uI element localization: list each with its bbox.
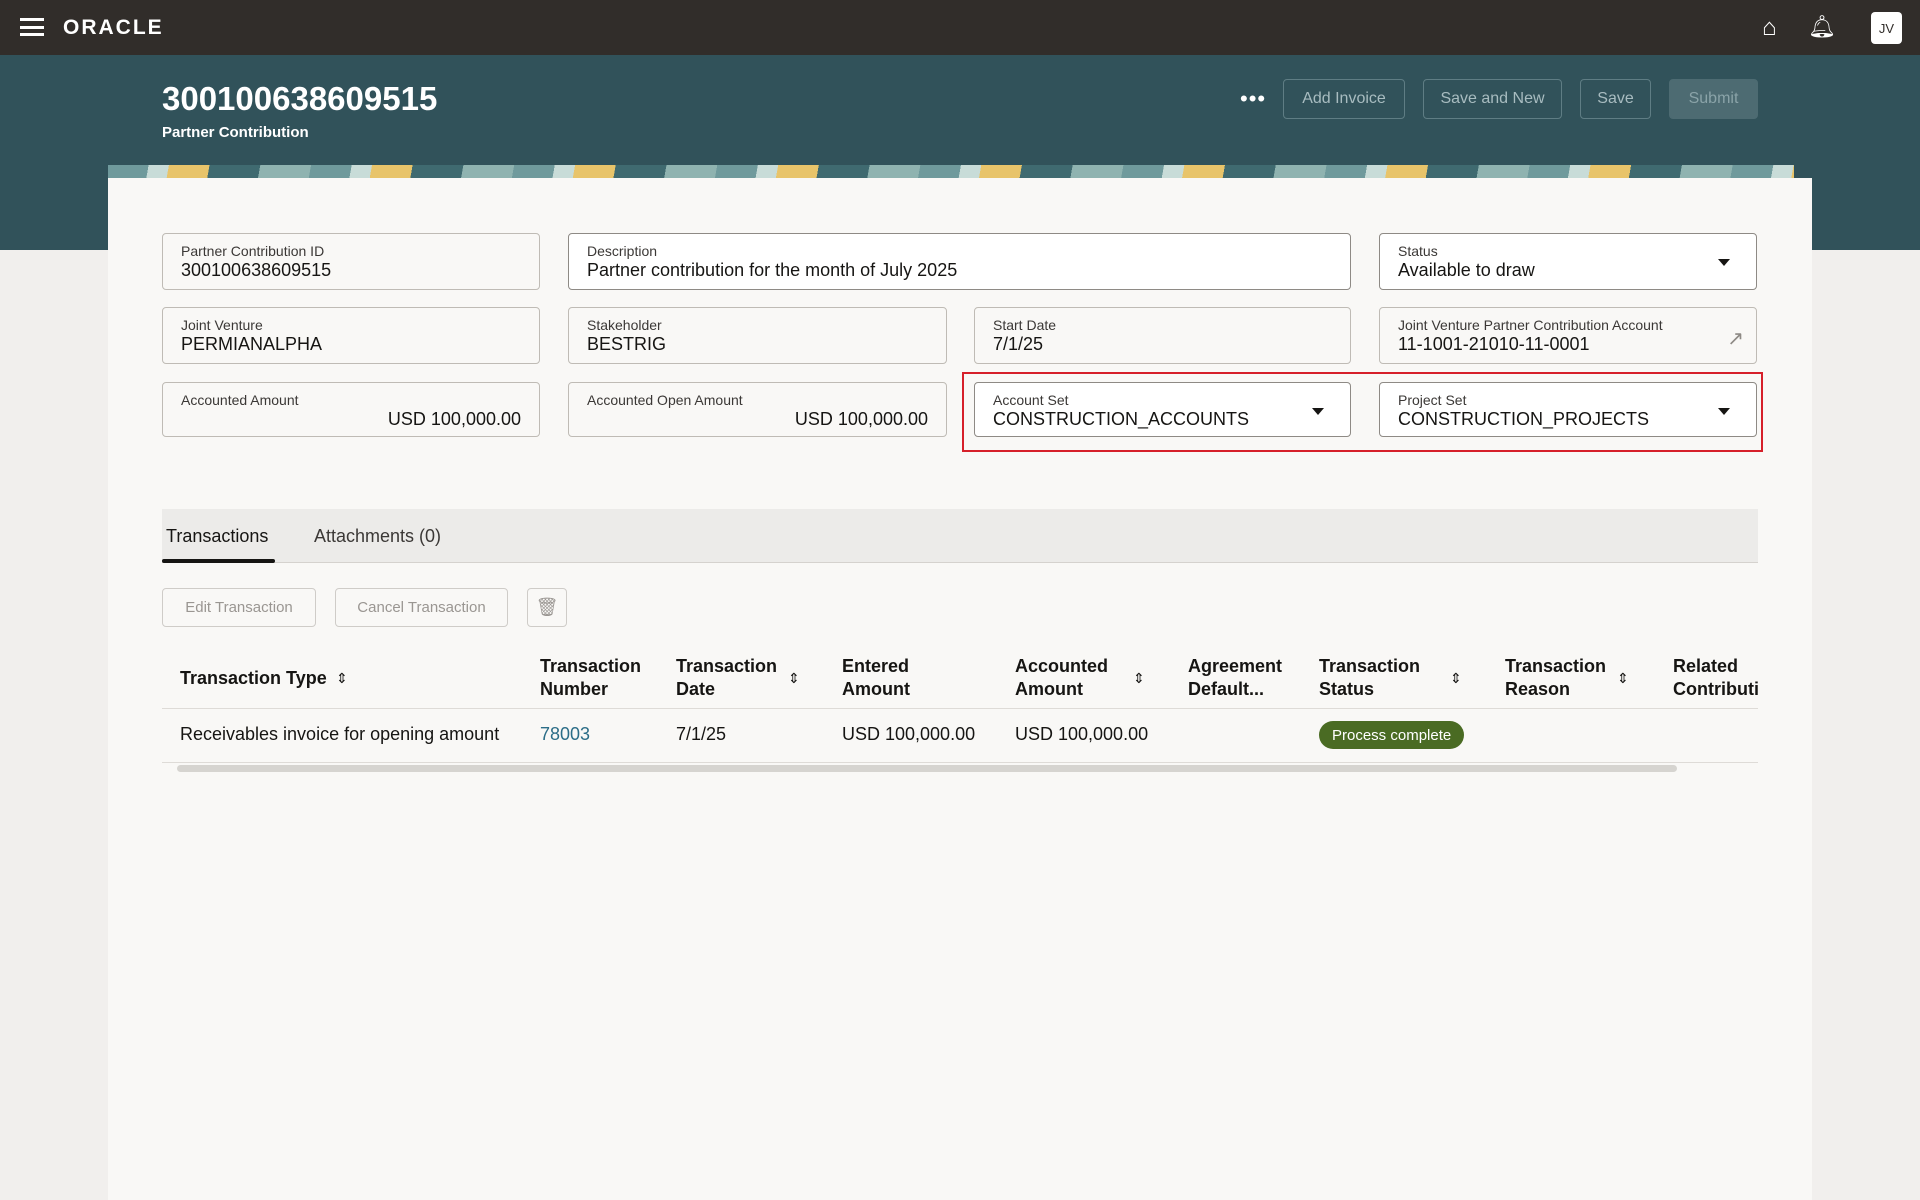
chevron-down-icon[interactable] — [1718, 408, 1730, 415]
field-value: PERMIANALPHA — [181, 334, 323, 354]
avatar[interactable]: JV — [1871, 12, 1902, 44]
accounted-open-amount-field: Accounted Open Amount USD 100,000.00 — [568, 382, 947, 437]
field-label: Accounted Open Amount — [587, 392, 743, 408]
partner-contribution-id-field: Partner Contribution ID 300100638609515 — [162, 233, 540, 290]
header-line: Reason — [1505, 679, 1571, 699]
page-subtitle: Partner Contribution — [162, 124, 309, 141]
add-invoice-button[interactable]: Add Invoice — [1283, 79, 1405, 119]
header-line: Number — [540, 679, 609, 699]
chevron-down-icon[interactable] — [1312, 408, 1324, 415]
tab-attachments[interactable]: Attachments (0) — [314, 526, 442, 546]
cell-entered-amount: USD 100,000.00 — [842, 724, 976, 744]
cell-transaction-date: 7/1/25 — [676, 724, 727, 744]
tab-bar: Transactions Attachments (0) — [162, 509, 1758, 563]
edit-transaction-button[interactable]: Edit Transaction — [162, 588, 316, 627]
active-tab-indicator — [162, 559, 275, 563]
cell-transaction-type: Receivables invoice for opening amount — [180, 724, 500, 744]
column-header-agreement-default[interactable]: Agreement Default... — [1188, 655, 1282, 701]
decorative-banner — [108, 165, 1794, 178]
submit-button[interactable]: Submit — [1669, 79, 1758, 119]
header-line: Transaction — [540, 656, 642, 676]
sort-icon[interactable]: ⇕ — [788, 670, 800, 686]
field-label: Project Set — [1398, 392, 1467, 408]
joint-venture-field: Joint Venture PERMIANALPHA — [162, 307, 540, 364]
field-label: Account Set — [993, 392, 1069, 408]
header-line: Accounted — [1015, 656, 1109, 676]
field-value: USD 100,000.00 — [387, 409, 521, 429]
header-line: Transaction — [1319, 656, 1421, 676]
delete-icon[interactable]: 🗑︎ — [527, 588, 567, 627]
column-header-transaction-number[interactable]: Transaction Number — [540, 655, 641, 701]
field-value[interactable]: CONSTRUCTION_ACCOUNTS — [993, 409, 1250, 429]
header-line: Entered — [842, 656, 910, 676]
top-bar: ORACLE ⌂ 🔔︎ JV — [0, 0, 1920, 55]
field-label: Partner Contribution ID — [181, 243, 325, 259]
field-value[interactable]: Partner contribution for the month of Ju… — [587, 260, 958, 280]
row-divider — [162, 762, 1758, 763]
column-header-transaction-status[interactable]: Transaction Status — [1319, 655, 1420, 701]
header-line: Amount — [842, 679, 910, 699]
status-badge: Process complete — [1319, 721, 1465, 749]
field-label: Accounted Amount — [181, 392, 299, 408]
header-divider — [162, 708, 1758, 709]
bell-icon[interactable]: 🔔︎ — [1808, 14, 1836, 39]
transaction-number-link[interactable]: 78003 — [540, 724, 591, 744]
page-title: 300100638609515 — [162, 80, 438, 117]
external-link-icon[interactable]: ↗ — [1727, 328, 1744, 350]
column-header-transaction-date[interactable]: Transaction Date — [676, 655, 777, 701]
field-value: USD 100,000.00 — [794, 409, 928, 429]
start-date-field: Start Date 7/1/25 — [974, 307, 1351, 364]
column-header-transaction-type[interactable]: Transaction Type — [180, 668, 327, 688]
field-label: Description — [587, 243, 658, 259]
sort-icon[interactable]: ⇕ — [1617, 670, 1629, 686]
sort-icon[interactable]: ⇕ — [1133, 670, 1145, 686]
more-actions-icon[interactable]: ••• — [1240, 86, 1267, 111]
stakeholder-field: Stakeholder BESTRIG — [568, 307, 947, 364]
header-line: Default... — [1188, 679, 1265, 699]
column-header-related-contribution[interactable]: Related Contributi — [1673, 655, 1758, 701]
header-line: Date — [676, 679, 716, 699]
oracle-logo[interactable]: ORACLE — [63, 16, 164, 39]
accounted-amount-field: Accounted Amount USD 100,000.00 — [162, 382, 540, 437]
header-line: Related — [1673, 656, 1739, 676]
save-button[interactable]: Save — [1580, 79, 1651, 119]
field-value: 300100638609515 — [181, 260, 332, 280]
sort-icon[interactable]: ⇕ — [1450, 670, 1462, 686]
cancel-transaction-button[interactable]: Cancel Transaction — [335, 588, 508, 627]
field-label: Joint Venture — [181, 317, 263, 333]
horizontal-scrollbar[interactable] — [177, 765, 1677, 772]
header-line: Transaction — [1505, 656, 1607, 676]
field-label: Stakeholder — [587, 317, 662, 333]
field-label: Joint Venture Partner Contribution Accou… — [1398, 317, 1663, 333]
save-and-new-button[interactable]: Save and New — [1423, 79, 1562, 119]
account-set-select[interactable]: Account Set CONSTRUCTION_ACCOUNTS — [974, 382, 1351, 437]
home-icon[interactable]: ⌂ — [1762, 14, 1777, 41]
header-line: Agreement — [1188, 656, 1283, 676]
column-header-accounted-amount[interactable]: Accounted Amount — [1015, 655, 1108, 701]
status-select[interactable]: Status Available to draw — [1379, 233, 1757, 290]
chevron-down-icon[interactable] — [1718, 259, 1730, 266]
header-line: Amount — [1015, 679, 1083, 699]
cell-accounted-amount: USD 100,000.00 — [1015, 724, 1149, 744]
column-header-entered-amount[interactable]: Entered Amount — [842, 655, 910, 701]
field-value: 7/1/25 — [993, 334, 1044, 354]
jv-partner-contribution-account-field: Joint Venture Partner Contribution Accou… — [1379, 307, 1757, 364]
field-label: Start Date — [993, 317, 1057, 333]
header-line: Transaction — [676, 656, 778, 676]
project-set-select[interactable]: Project Set CONSTRUCTION_PROJECTS — [1379, 382, 1757, 437]
menu-icon[interactable] — [20, 18, 44, 36]
field-value[interactable]: CONSTRUCTION_PROJECTS — [1398, 409, 1650, 429]
highlight-box — [962, 372, 1763, 452]
field-label: Status — [1398, 243, 1438, 259]
column-header-transaction-reason[interactable]: Transaction Reason — [1505, 655, 1606, 701]
header-line: Status — [1319, 679, 1375, 699]
sort-icon[interactable]: ⇕ — [336, 670, 348, 686]
tab-transactions[interactable]: Transactions — [166, 526, 269, 546]
description-field[interactable]: Description Partner contribution for the… — [568, 233, 1351, 290]
header-line: Contributi — [1673, 679, 1758, 699]
field-value: 11-1001-21010-11-0001 — [1398, 334, 1590, 354]
field-value[interactable]: Available to draw — [1398, 260, 1535, 280]
field-value: BESTRIG — [587, 334, 667, 354]
